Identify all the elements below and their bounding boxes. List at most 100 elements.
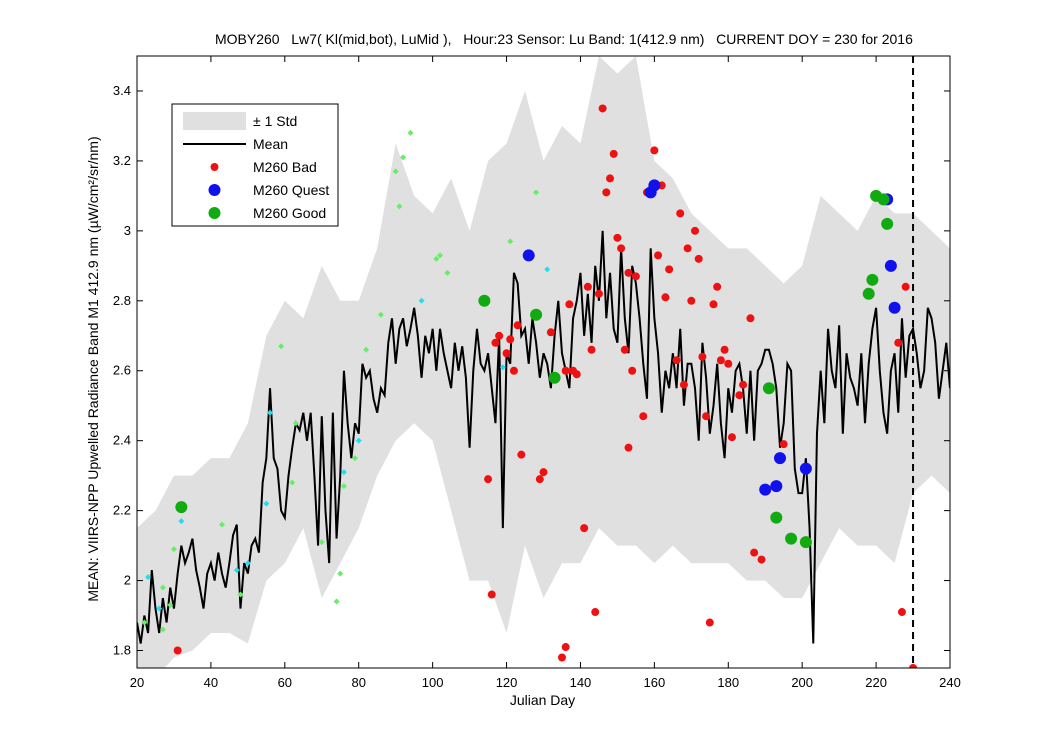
good-point [881, 217, 894, 230]
small-green-point [237, 591, 244, 598]
good-point [770, 511, 783, 524]
small-cyan-point [499, 364, 506, 371]
bad-point [650, 146, 659, 155]
quest-point [799, 462, 812, 475]
bad-point [679, 380, 688, 389]
small-green-point [340, 483, 347, 490]
y-tick-label: 2.2 [113, 503, 131, 518]
bad-point [631, 272, 640, 281]
good-point [175, 501, 188, 514]
bad-point [713, 282, 722, 291]
bad-point [561, 643, 570, 652]
bad-point [672, 356, 681, 365]
bad-point [557, 653, 566, 662]
bad-point [517, 450, 526, 459]
legend-label: ± 1 Std [253, 113, 297, 129]
small-green-point [159, 584, 166, 591]
small-green-point [218, 521, 225, 528]
y-tick-label: 3 [124, 223, 131, 238]
bad-point [535, 475, 544, 484]
small-green-point [337, 570, 344, 577]
bad-point [613, 233, 622, 242]
quest-point [648, 179, 661, 192]
small-cyan-point [233, 567, 240, 574]
bad-point [705, 618, 714, 627]
quest-point [888, 301, 901, 314]
bad-point [598, 104, 607, 113]
small-green-point [167, 602, 174, 609]
bad-point [620, 345, 629, 354]
bad-point [506, 335, 515, 344]
small-cyan-point [244, 560, 251, 567]
x-tick-label: 20 [130, 675, 144, 690]
bad-point [901, 282, 910, 291]
bad-point [491, 338, 500, 347]
small-green-point [318, 539, 325, 546]
small-cyan-point [340, 469, 347, 476]
x-tick-label: 140 [570, 675, 592, 690]
small-green-point [507, 238, 514, 245]
bad-point [720, 345, 729, 354]
bad-point [502, 349, 511, 358]
good-point [530, 308, 543, 321]
quest-point [884, 259, 897, 272]
good-point [548, 371, 561, 384]
x-tick-label: 80 [351, 675, 365, 690]
small-green-point [278, 343, 285, 350]
small-green-point [333, 598, 340, 605]
legend-label: M260 Good [253, 205, 326, 221]
quest-point [522, 249, 535, 262]
std-band [137, 56, 950, 668]
small-green-point [437, 252, 444, 259]
good-point [877, 193, 890, 206]
good-point [866, 273, 879, 286]
good-point [478, 294, 491, 307]
bad-point [546, 328, 555, 337]
bad-point [495, 331, 504, 340]
bad-point [580, 524, 589, 533]
x-tick-label: 200 [791, 675, 813, 690]
bad-point [639, 412, 648, 421]
plot-frame [136, 55, 951, 669]
small-green-point [289, 479, 296, 486]
good-point [799, 536, 812, 549]
small-green-point [159, 626, 166, 633]
small-green-point [396, 203, 403, 210]
small-green-point [533, 189, 540, 196]
quest-point [759, 483, 772, 496]
bad-point [716, 356, 725, 365]
bad-point [676, 209, 685, 218]
small-green-point [407, 129, 414, 136]
bad-point [779, 440, 788, 449]
small-green-point [141, 619, 148, 626]
y-tick-label: 2.6 [113, 363, 131, 378]
bad-point [724, 359, 733, 368]
x-tick-label: 160 [644, 675, 666, 690]
small-cyan-point [178, 518, 185, 525]
small-green-point [400, 154, 407, 161]
bad-point [513, 321, 522, 330]
x-tick-label: 60 [278, 675, 292, 690]
bad-point [698, 352, 707, 361]
bad-point [484, 475, 493, 484]
bad-point [591, 608, 600, 617]
bad-point [624, 443, 633, 452]
bad-point [691, 226, 700, 235]
bad-point [735, 391, 744, 400]
bad-point [606, 174, 615, 183]
small-green-point [433, 255, 440, 262]
bad-point [665, 265, 674, 274]
small-green-point [352, 455, 359, 462]
x-axis-label: Julian Day [509, 692, 576, 708]
bad-point [702, 412, 711, 421]
small-green-point [363, 346, 370, 353]
bad-point [565, 300, 574, 309]
small-cyan-point [544, 266, 551, 273]
bad-point [757, 555, 766, 564]
bad-point [624, 268, 633, 277]
x-tick-label: 100 [422, 675, 444, 690]
y-tick-label: 3.2 [113, 153, 131, 168]
y-tick-label: 2 [124, 573, 131, 588]
legend-swatch-std [183, 112, 246, 130]
x-tick-label: 240 [939, 675, 961, 690]
